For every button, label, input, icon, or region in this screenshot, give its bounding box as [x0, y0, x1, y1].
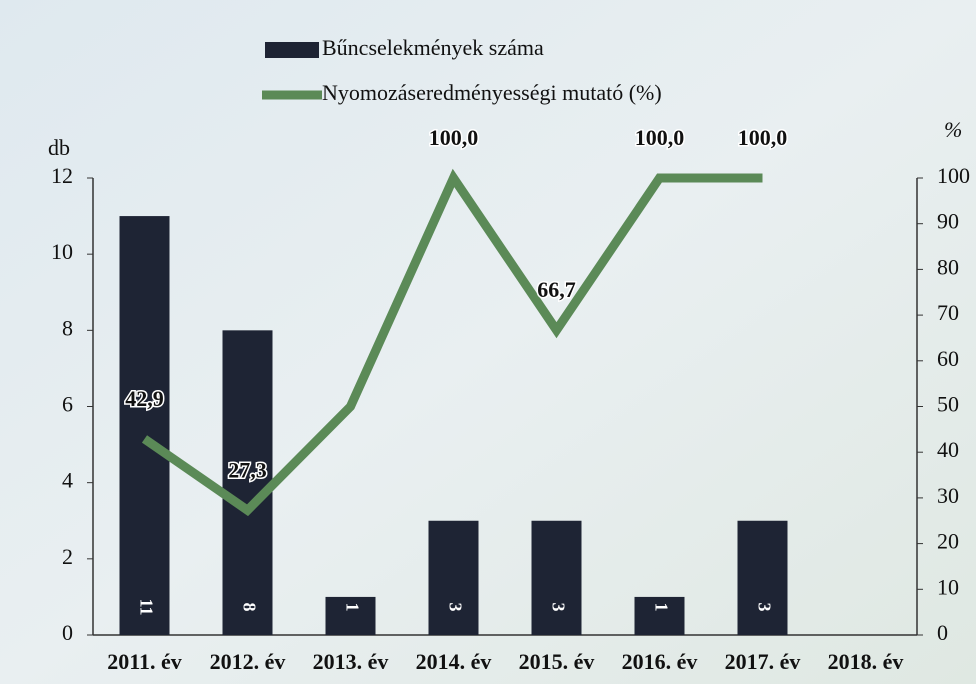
bar — [223, 330, 273, 635]
y-tick-label: 8 — [62, 315, 73, 340]
x-tick-label: 2016. év — [622, 649, 698, 674]
line-value-label: 100,0 — [738, 125, 788, 150]
y2-tick-label: 20 — [937, 529, 959, 554]
y2-axis-label: % — [944, 117, 962, 142]
y-tick-label: 0 — [62, 620, 73, 645]
y-tick-label: 2 — [62, 544, 73, 569]
line-value-label: 27,3 — [228, 457, 267, 482]
legend-label: Bűncselekmények száma — [322, 35, 544, 60]
legend-label: Nyomozáseredményességi mutató (%) — [322, 80, 662, 105]
line-value-label: 100,0 — [429, 125, 479, 150]
y2-tick-label: 60 — [937, 346, 959, 371]
x-tick-label: 2011. év — [107, 649, 182, 674]
y2-tick-label: 100 — [937, 163, 970, 188]
x-tick-label: 2015. év — [519, 649, 595, 674]
y2-tick-label: 80 — [937, 254, 959, 279]
line-value-label: 42,9 — [125, 386, 164, 411]
y2-tick-label: 90 — [937, 209, 959, 234]
y-tick-label: 12 — [51, 163, 73, 188]
y2-tick-label: 70 — [937, 300, 959, 325]
bar — [738, 521, 788, 635]
x-tick-label: 2014. év — [416, 649, 492, 674]
y2-tick-label: 40 — [937, 437, 959, 462]
bar-value-label: 11 — [136, 598, 156, 615]
y2-tick-label: 10 — [937, 574, 959, 599]
chart: db % 0 2 4 6 8 10 12 0 10 20 30 40 50 60 70 80 90 100 2011… — [0, 0, 976, 684]
y2-tick-label: 0 — [937, 620, 948, 645]
legend-swatch — [265, 42, 319, 58]
bar-value-label: 3 — [445, 603, 465, 612]
x-tick-label: 2018. év — [828, 649, 904, 674]
y-tick-label: 4 — [62, 468, 73, 493]
x-tick-label: 2012. év — [210, 649, 286, 674]
line-value-label: 100,0 — [635, 125, 685, 150]
x-tick-label: 2013. év — [313, 649, 389, 674]
bar — [429, 521, 479, 635]
bar — [120, 216, 170, 635]
bar-value-label: 1 — [651, 603, 671, 612]
y2-tick-label: 50 — [937, 392, 959, 417]
bar-value-label: 3 — [754, 603, 774, 612]
y2-tick-label: 30 — [937, 483, 959, 508]
bar — [532, 521, 582, 635]
bar-value-label: 3 — [548, 603, 568, 612]
bar-value-label: 1 — [342, 603, 362, 612]
y-tick-label: 6 — [62, 392, 73, 417]
y-tick-label: 10 — [51, 239, 73, 264]
x-tick-label: 2017. év — [725, 649, 801, 674]
line-value-label: 66,7 — [537, 277, 576, 302]
bar-value-label: 8 — [239, 603, 259, 612]
y-axis-label: db — [48, 135, 70, 160]
